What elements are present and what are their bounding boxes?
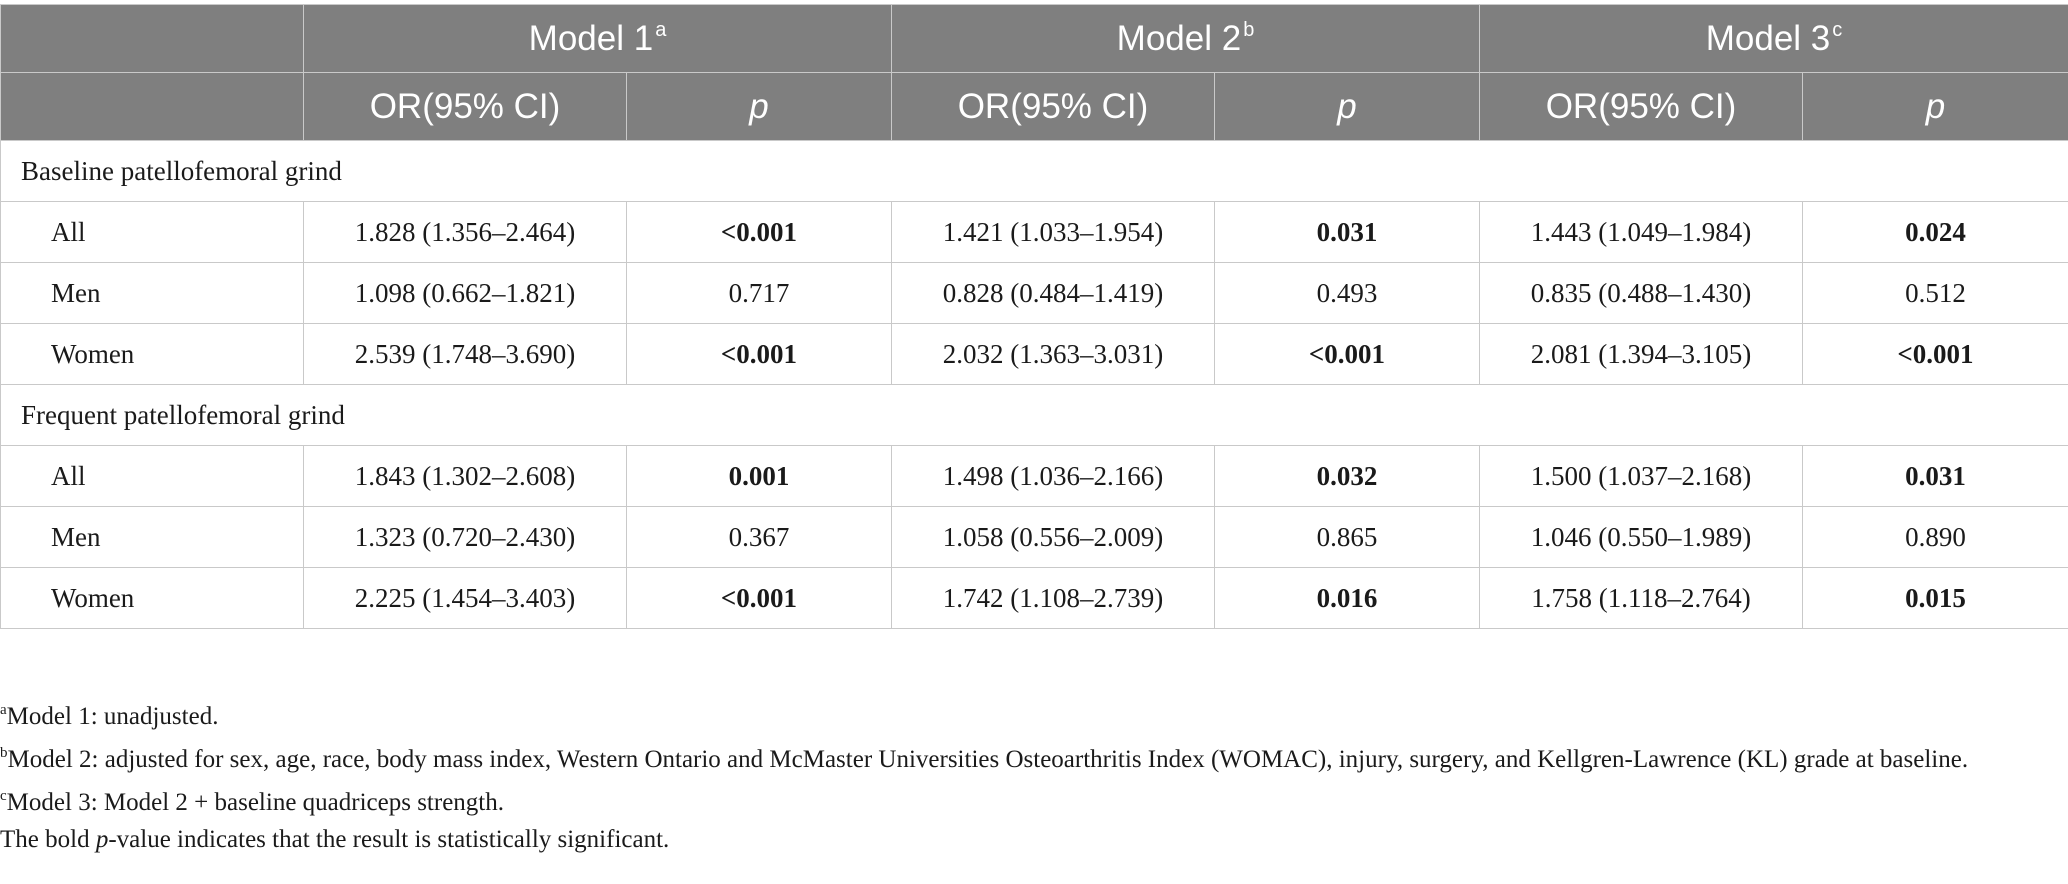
section-title: Frequent patellofemoral grind <box>0 384 2068 446</box>
table-row: All 1.828 (1.356–2.464) <0.001 1.421 (1.033… <box>0 201 2068 263</box>
or-ci-cell: 2.225 (1.454–3.403) <box>303 567 627 629</box>
header-p: p <box>1802 72 2068 141</box>
p-value-cell: <0.001 <box>626 201 892 263</box>
or-ci-cell: 1.500 (1.037–2.168) <box>1479 445 1803 507</box>
row-label: All <box>0 445 304 507</box>
header-row-columns: OR(95% CI) p OR(95% CI) p OR(95% CI) p <box>0 72 2068 141</box>
or-ci-cell: 1.323 (0.720–2.430) <box>303 506 627 568</box>
table-row: All 1.843 (1.302–2.608) 0.001 1.498 (1.036–… <box>0 445 2068 507</box>
footnote-b: bModel 2: adjusted for sex, age, race, b… <box>0 745 1969 773</box>
p-value-cell: 0.031 <box>1214 201 1480 263</box>
section-title: Baseline patellofemoral grind <box>0 140 2068 202</box>
p-value-cell: 0.493 <box>1214 262 1480 324</box>
header-or: OR(95% CI) <box>303 72 627 141</box>
header-p: p <box>1214 72 1480 141</box>
p-value-cell: 0.016 <box>1214 567 1480 629</box>
p-value-cell: 0.015 <box>1802 567 2068 629</box>
or-ci-cell: 1.046 (0.550–1.989) <box>1479 506 1803 568</box>
p-value-cell: 0.717 <box>626 262 892 324</box>
or-ci-cell: 1.098 (0.662–1.821) <box>303 262 627 324</box>
footnote-bold: The bold p-value indicates that the resu… <box>0 826 670 853</box>
row-label: Women <box>0 567 304 629</box>
footnote-a: aModel 1: unadjusted. <box>0 702 219 730</box>
table-row: Women 2.225 (1.454–3.403) <0.001 1.742 (1.1… <box>0 567 2068 629</box>
p-value-cell: 0.032 <box>1214 445 1480 507</box>
or-ci-cell: 2.539 (1.748–3.690) <box>303 323 627 385</box>
p-value-cell: <0.001 <box>626 323 892 385</box>
section-row: Frequent patellofemoral grind <box>0 384 2068 446</box>
header-p: p <box>626 72 892 141</box>
p-value-cell: 0.512 <box>1802 262 2068 324</box>
table-row: Men 1.323 (0.720–2.430) 0.367 1.058 (0.556–… <box>0 506 2068 568</box>
or-ci-cell: 0.828 (0.484–1.419) <box>891 262 1215 324</box>
p-value-cell: 0.865 <box>1214 506 1480 568</box>
row-label: All <box>0 201 304 263</box>
or-ci-cell: 2.081 (1.394–3.105) <box>1479 323 1803 385</box>
or-ci-cell: 1.498 (1.036–2.166) <box>891 445 1215 507</box>
header-or: OR(95% CI) <box>891 72 1215 141</box>
section-row: Baseline patellofemoral grind <box>0 140 2068 202</box>
table-body: Baseline patellofemoral grind All 1.828 (1… <box>0 140 2068 629</box>
table-row: Men 1.098 (0.662–1.821) 0.717 0.828 (0.484–… <box>0 262 2068 324</box>
or-ci-cell: 1.758 (1.118–2.764) <box>1479 567 1803 629</box>
header-empty-cell <box>0 72 304 141</box>
p-value-cell: <0.001 <box>626 567 892 629</box>
table-row: Women 2.539 (1.748–3.690) <0.001 2.032 (1.3… <box>0 323 2068 385</box>
or-ci-cell: 1.843 (1.302–2.608) <box>303 445 627 507</box>
or-ci-cell: 2.032 (1.363–3.031) <box>891 323 1215 385</box>
p-value-cell: 0.001 <box>626 445 892 507</box>
or-ci-cell: 0.835 (0.488–1.430) <box>1479 262 1803 324</box>
p-value-cell: 0.367 <box>626 506 892 568</box>
p-value-cell: 0.031 <box>1802 445 2068 507</box>
p-value-cell: <0.001 <box>1802 323 2068 385</box>
p-value-cell: <0.001 <box>1214 323 1480 385</box>
row-label: Men <box>0 262 304 324</box>
header-empty-cell <box>0 4 304 73</box>
or-ci-cell: 1.742 (1.108–2.739) <box>891 567 1215 629</box>
or-ci-cell: 1.058 (0.556–2.009) <box>891 506 1215 568</box>
p-value-cell: 0.024 <box>1802 201 2068 263</box>
p-value-cell: 0.890 <box>1802 506 2068 568</box>
table-footnotes: aModel 1: unadjusted. bModel 2: adjusted… <box>0 692 2040 858</box>
header-or: OR(95% CI) <box>1479 72 1803 141</box>
footnote-c: cModel 3: Model 2 + baseline quadriceps … <box>0 788 504 816</box>
row-label: Men <box>0 506 304 568</box>
or-ci-cell: 1.443 (1.049–1.984) <box>1479 201 1803 263</box>
or-ci-cell: 1.828 (1.356–2.464) <box>303 201 627 263</box>
row-label: Women <box>0 323 304 385</box>
or-ci-cell: 1.421 (1.033–1.954) <box>891 201 1215 263</box>
